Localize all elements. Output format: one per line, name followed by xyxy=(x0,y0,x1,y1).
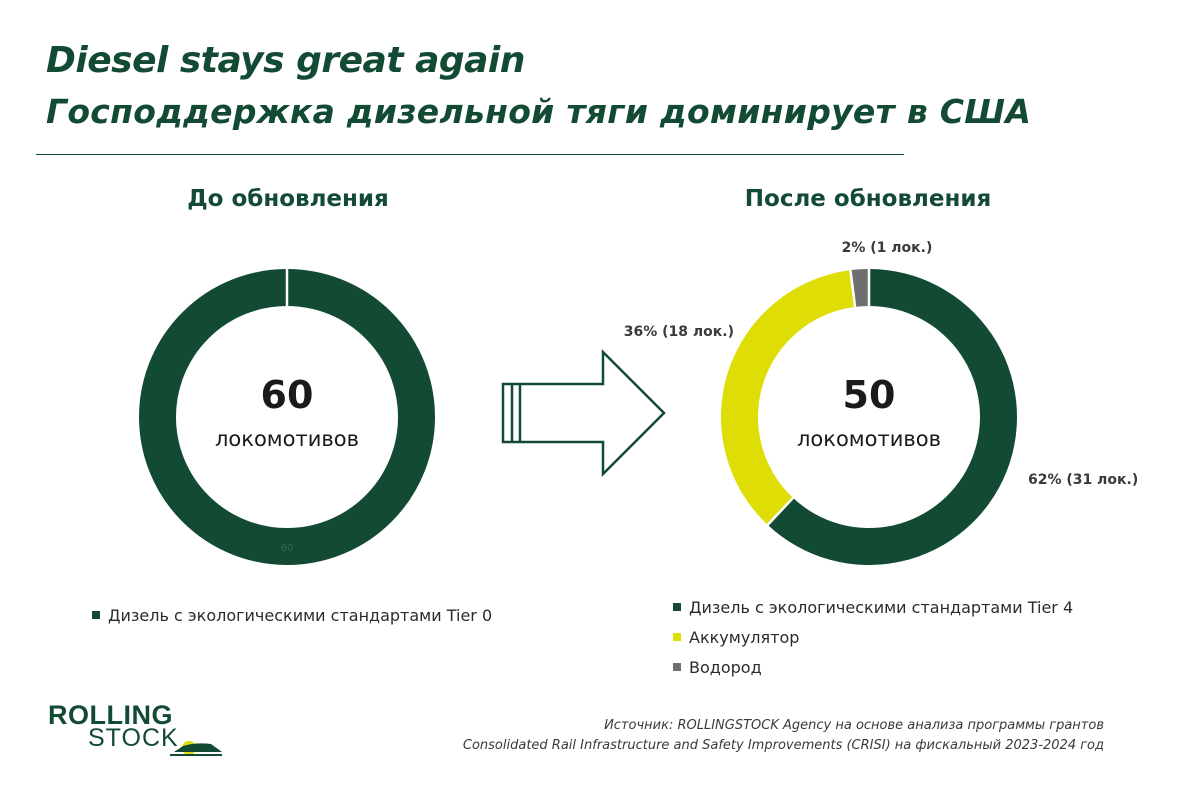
header-divider xyxy=(36,154,904,155)
train-logo-icon xyxy=(170,741,222,756)
center-value-after: 50 xyxy=(843,373,896,417)
legend-swatch xyxy=(673,603,681,611)
data-label-after-battery: 36% (18 лок.) xyxy=(624,324,734,340)
legend-swatch xyxy=(673,663,681,671)
center-label-after: локомотивов xyxy=(797,427,941,451)
logo-line-1: ROLLING xyxy=(48,700,173,730)
data-label-before-diesel: 60 xyxy=(281,543,294,554)
after-slice-1 xyxy=(721,270,856,525)
legend-item: Водород xyxy=(673,652,1073,682)
legend-before: Дизель с экологическими стандартами Tier… xyxy=(92,600,492,630)
legend-swatch xyxy=(92,611,100,619)
legend-item: Дизель с экологическими стандартами Tier… xyxy=(92,600,492,630)
after-slice-0 xyxy=(767,269,1018,565)
legend-label: Дизель с экологическими стандартами Tier… xyxy=(689,597,1074,617)
page-subtitle: Господдержка дизельной тяги доминирует в… xyxy=(46,92,1032,131)
legend-after: Дизель с экологическими стандартами Tier… xyxy=(673,592,1073,682)
rollingstock-logo: ROLLING STOCK xyxy=(46,700,236,760)
data-label-after-hydrogen: 2% (1 лок.) xyxy=(842,240,933,256)
source-line-2: Consolidated Rail Infrastructure and Saf… xyxy=(462,738,1104,753)
legend-item: Дизель с экологическими стандартами Tier… xyxy=(673,592,1073,622)
donut-after xyxy=(721,268,1018,565)
chart-title-after: После обновления xyxy=(744,186,992,212)
source-line-1: Источник: ROLLINGSTOCK Agency на основе … xyxy=(604,718,1104,733)
data-label-after-diesel: 62% (31 лок.) xyxy=(1028,472,1138,488)
legend-item: Аккумулятор xyxy=(673,622,1073,652)
legend-label: Дизель с экологическими стандартами Tier… xyxy=(108,605,493,625)
before-slice-0 xyxy=(139,269,435,565)
source-note: Источник: ROLLINGSTOCK Agency на основе … xyxy=(463,716,1104,756)
center-value-before: 60 xyxy=(261,373,314,417)
legend-label: Водород xyxy=(689,657,762,677)
legend-swatch xyxy=(673,633,681,641)
donut-before xyxy=(139,268,435,565)
center-label-before: локомотивов xyxy=(215,427,359,451)
page-title: Diesel stays great again xyxy=(46,40,525,81)
after-slice-separator-1 xyxy=(766,496,795,527)
after-slice-separator-2 xyxy=(849,269,857,309)
chart-title-before: До обновления xyxy=(187,186,389,212)
arrow-icon xyxy=(501,348,666,478)
logo-line-2: STOCK xyxy=(88,724,179,752)
legend-label: Аккумулятор xyxy=(689,627,800,647)
